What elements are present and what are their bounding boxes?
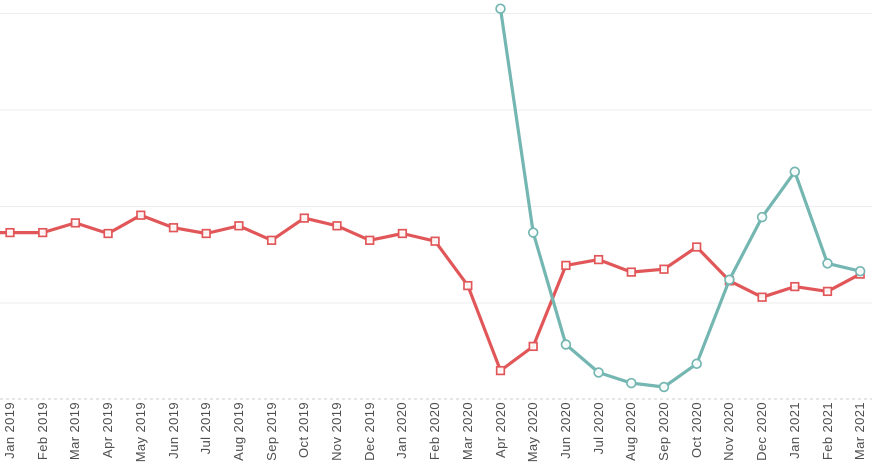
red-series-marker[interactable]: [103, 228, 113, 239]
x-axis-label: Apr 2019: [100, 402, 116, 458]
teal-series-marker[interactable]: [527, 227, 539, 238]
x-axis-label: Oct 2019: [296, 402, 312, 458]
red-series-marker[interactable]: [528, 341, 538, 352]
red-series-marker[interactable]: [299, 213, 309, 223]
x-axis-label: Oct 2020: [688, 402, 704, 458]
x-axis-label: May 2019: [132, 402, 148, 463]
x-axis-label: Jul 2020: [590, 402, 606, 455]
red-series-marker[interactable]: [397, 228, 408, 239]
teal-series-marker[interactable]: [593, 367, 604, 378]
teal-series-marker[interactable]: [626, 377, 637, 389]
red-series-marker[interactable]: [430, 236, 440, 246]
teal-series-marker[interactable]: [854, 265, 866, 277]
red-series-marker[interactable]: [5, 227, 15, 238]
x-axis-label: Nov 2020: [721, 402, 737, 461]
x-axis-label: Apr 2020: [492, 402, 508, 458]
x-axis-label: Aug 2019: [230, 402, 246, 461]
red-series-marker[interactable]: [659, 264, 669, 274]
x-axis-label: Dec 2019: [361, 402, 377, 461]
x-axis-label: Feb 2021: [819, 402, 835, 461]
x-axis-label: May 2020: [525, 402, 541, 463]
red-series-marker[interactable]: [234, 221, 244, 231]
x-axis-label: Mar 2019: [67, 402, 83, 461]
red-series-marker[interactable]: [266, 235, 277, 245]
teal-series-marker[interactable]: [495, 3, 506, 14]
x-axis-label: Aug 2020: [623, 402, 639, 461]
teal-series-marker[interactable]: [789, 166, 801, 178]
x-axis-label: Jan 2021: [786, 402, 802, 459]
red-series-marker[interactable]: [38, 227, 48, 238]
red-series-marker[interactable]: [463, 280, 473, 291]
x-axis-label: Mar 2020: [459, 402, 475, 461]
red-series-marker[interactable]: [561, 260, 571, 271]
red-series-marker[interactable]: [790, 281, 800, 292]
red-series-marker[interactable]: [168, 223, 179, 233]
teal-series-marker[interactable]: [756, 211, 768, 223]
teal-series-marker[interactable]: [691, 358, 702, 370]
plot-area: [0, 3, 872, 400]
x-axis-label: Sep 2019: [263, 402, 279, 461]
x-axis: Jan 2019 Feb 2019 Mar 2019 Apr 2019 May 2019…: [0, 400, 872, 469]
x-axis-label: Jan 2019: [2, 402, 17, 459]
x-axis-label: Jun 2019: [165, 402, 181, 459]
red-series-marker[interactable]: [593, 254, 604, 265]
teal-series-marker[interactable]: [822, 258, 833, 269]
red-series-marker[interactable]: [757, 292, 767, 302]
x-axis-label: Jul 2019: [198, 402, 214, 455]
x-axis-label: Nov 2019: [329, 402, 344, 461]
teal-series-marker[interactable]: [658, 381, 670, 393]
red-series-marker[interactable]: [692, 242, 702, 252]
x-axis-label: Sep 2020: [656, 402, 671, 461]
red-series-marker[interactable]: [365, 235, 375, 245]
x-axis-label: Mar 2021: [852, 402, 868, 461]
red-series-marker[interactable]: [201, 228, 211, 239]
teal-series-marker[interactable]: [560, 339, 572, 350]
red-series-marker[interactable]: [626, 267, 636, 277]
red-series-line[interactable]: [0, 213, 862, 373]
x-axis-label: Jun 2020: [557, 402, 573, 459]
teal-series-marker[interactable]: [724, 274, 735, 286]
red-series-marker[interactable]: [495, 365, 506, 376]
x-axis-label: Dec 2020: [754, 402, 770, 461]
x-axis-label: Feb 2019: [34, 402, 50, 461]
x-axis-label: Feb 2020: [427, 402, 443, 461]
x-axis-label: Jan 2020: [394, 402, 410, 459]
red-series-marker[interactable]: [70, 218, 81, 228]
teal-series-line[interactable]: [498, 7, 862, 389]
red-series-marker[interactable]: [822, 286, 833, 297]
red-series-marker[interactable]: [332, 221, 342, 231]
red-series-marker[interactable]: [136, 210, 146, 220]
